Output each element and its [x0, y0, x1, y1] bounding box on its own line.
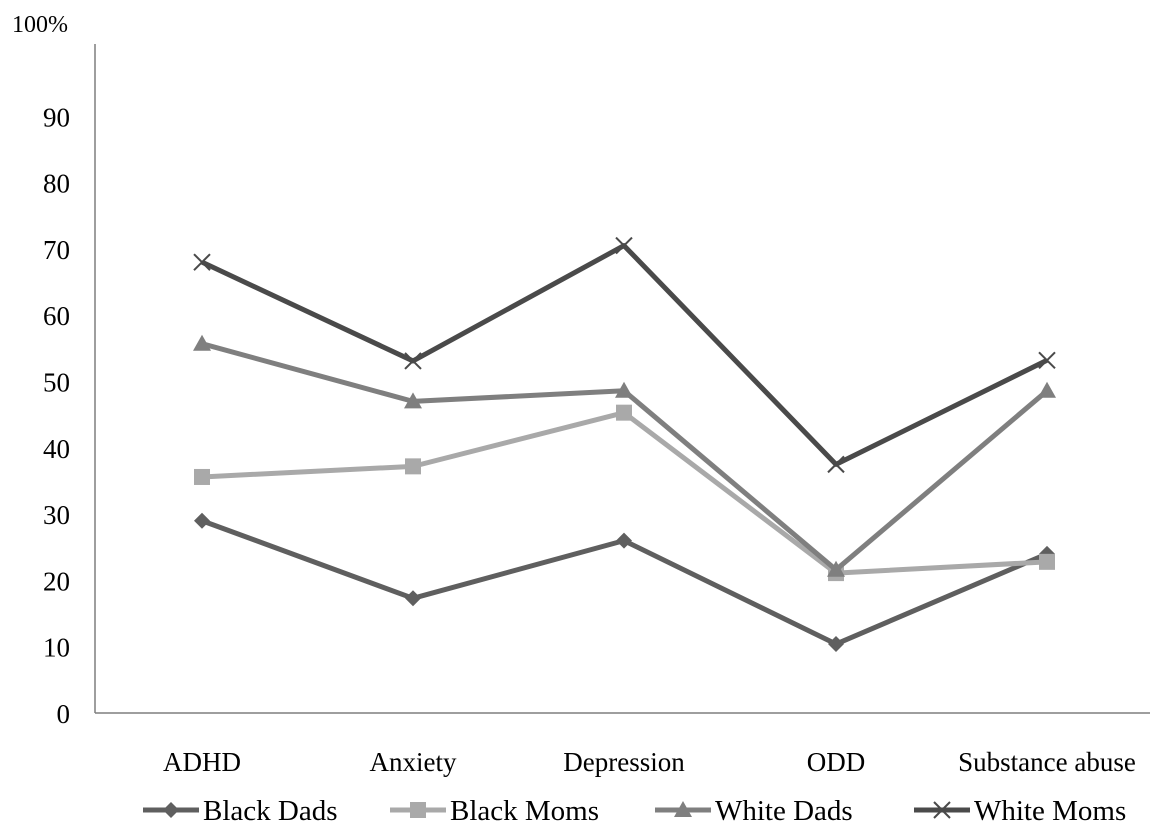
- data-point-black-dads: [405, 590, 421, 607]
- series-line-white-moms: [200, 243, 1049, 467]
- data-point-black-dads: [194, 512, 210, 529]
- y-tick-label: 70: [43, 235, 70, 265]
- data-point-black-moms: [1039, 553, 1055, 570]
- x-category-label: ADHD: [163, 747, 241, 777]
- data-point-white-moms: [193, 253, 211, 271]
- legend-item-white-dads: White Dads: [655, 795, 853, 827]
- y-tick-label: 80: [43, 169, 70, 199]
- x-category-label: Anxiety: [370, 747, 457, 777]
- legend-item-black-dads: Black Dads: [143, 795, 338, 827]
- x-category-label: Depression: [563, 747, 685, 777]
- y-tick-label: 20: [43, 566, 70, 596]
- data-point-white-dads: [615, 381, 633, 398]
- series-white-dads: [193, 334, 1056, 577]
- y-tick-label: 30: [43, 500, 70, 530]
- y-tick-label: 60: [43, 301, 70, 331]
- series-white-moms: [193, 236, 1056, 474]
- y-tick-label: 10: [43, 633, 70, 663]
- data-point-black-moms: [194, 468, 210, 485]
- x-category-label: ODD: [807, 747, 866, 777]
- data-point-black-moms: [405, 458, 421, 475]
- legend-label: Black Dads: [203, 795, 338, 827]
- data-point-white-dads: [1038, 381, 1056, 398]
- data-point-black-dads: [616, 532, 632, 549]
- x-category-labels: ADHD Anxiety Depression ODD Substance abuse: [163, 747, 1136, 777]
- data-point-black-dads: [828, 636, 844, 653]
- data-point-white-moms: [404, 352, 422, 370]
- series-line-black-moms: [201, 410, 1048, 576]
- data-point-white-moms: [1038, 351, 1056, 369]
- legend-item-black-moms: Black Moms: [390, 795, 599, 827]
- data-point-white-moms: [615, 236, 633, 255]
- series-black-dads: [194, 512, 1055, 653]
- legend-item-white-moms: White Moms: [914, 795, 1126, 827]
- legend-marker: [163, 802, 179, 818]
- data-point-white-dads: [193, 334, 211, 351]
- y-tick-label: 40: [43, 434, 70, 464]
- y-tick-label: 50: [43, 368, 70, 398]
- y-unit-label: 100%: [12, 12, 68, 38]
- y-tick-labels: 0 10 20 30 40 50 60 70 80 90: [43, 102, 70, 729]
- legend-marker: [674, 801, 692, 817]
- legend: Black Dads Black Moms White Dads White Moms: [143, 795, 1126, 827]
- data-point-white-moms: [827, 455, 845, 474]
- legend-label: Black Moms: [450, 795, 599, 827]
- legend-label: White Moms: [974, 795, 1126, 827]
- data-point-white-dads: [827, 560, 845, 577]
- data-point-black-moms: [616, 404, 632, 421]
- series-layer: [193, 236, 1056, 653]
- x-category-label: Substance abuse: [958, 747, 1136, 777]
- legend-marker: [933, 801, 951, 819]
- y-tick-label: 0: [57, 699, 71, 729]
- legend-marker: [410, 802, 426, 818]
- data-point-white-dads: [404, 392, 422, 409]
- axes: [94, 44, 1150, 714]
- y-tick-label: 90: [43, 102, 70, 132]
- legend-label: White Dads: [715, 795, 853, 827]
